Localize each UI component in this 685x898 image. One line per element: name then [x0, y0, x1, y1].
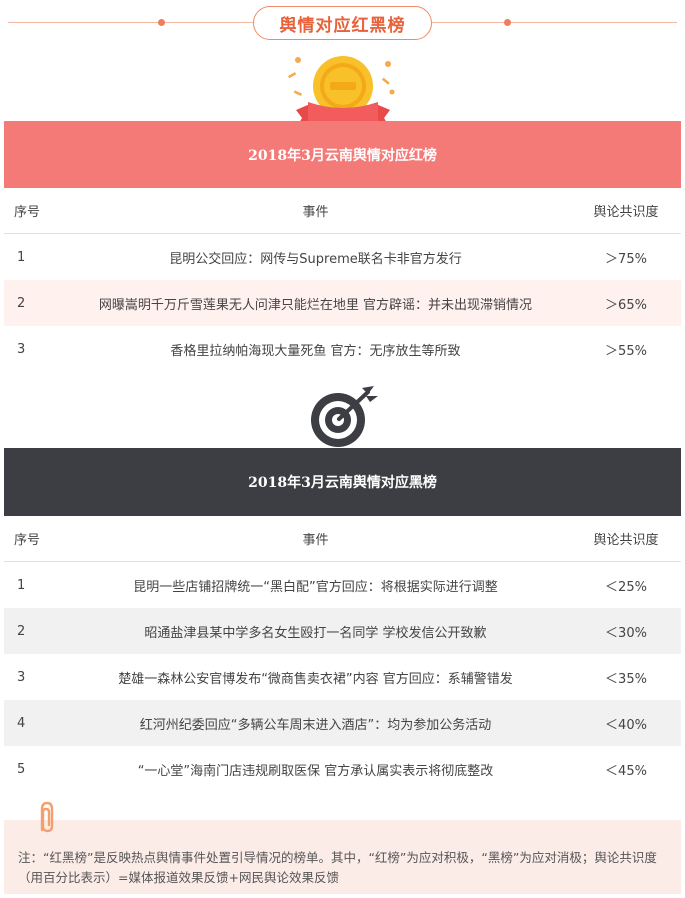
header-level: 舆论共识度 — [593, 533, 659, 548]
row-no: 3 — [17, 669, 26, 685]
row-level: ＞65% — [605, 297, 647, 313]
row-no: 2 — [17, 623, 26, 639]
page-title: 舆情对应红黑榜 — [253, 6, 432, 40]
row-level: ＜45% — [605, 763, 647, 779]
row-no: 2 — [17, 295, 26, 311]
table-row: 5 “一心堂”海南门店违规刷取医保 官方承认属实表示将彻底整改 ＜45% — [4, 746, 681, 792]
row-event: “一心堂”海南门店违规刷取医保 官方承认属实表示将彻底整改 — [137, 763, 494, 779]
table-row: 1 昆明一些店铺招牌统一“黑白配”官方回应：将根据实际进行调整 ＜25% — [4, 562, 681, 608]
medal-coin-ribbon-icon — [288, 56, 395, 128]
row-event: 昆明一些店铺招牌统一“黑白配”官方回应：将根据实际进行调整 — [133, 579, 498, 595]
header-dot-left — [158, 19, 165, 26]
header-dot-right — [504, 19, 511, 26]
row-level: ＞55% — [605, 343, 647, 359]
row-no: 1 — [17, 249, 26, 265]
row-no: 1 — [17, 577, 26, 593]
row-level: ＜40% — [605, 717, 647, 733]
table-header-row: 序号 事件 舆论共识度 — [4, 516, 681, 562]
row-level: ＜35% — [605, 671, 647, 687]
header-event: 事件 — [302, 533, 329, 548]
table-row: 2 网曝嵩明千万斤雪莲果无人问津只能烂在地里 官方辟谣：并未出现滞销情况 ＞65… — [4, 280, 681, 326]
row-event: 楚雄一森林公安官博发布“微商售卖衣裙”内容 官方回应：系辅警错发 — [118, 671, 513, 687]
red-list-table: 序号 事件 舆论共识度 1 昆明公交回应：网传与Supreme联名卡非官方发行 … — [4, 188, 681, 372]
row-no: 5 — [17, 761, 26, 777]
black-list-table: 序号 事件 舆论共识度 1 昆明一些店铺招牌统一“黑白配”官方回应：将根据实际进… — [4, 516, 681, 792]
header-no: 序号 — [14, 533, 41, 548]
table-row: 3 香格里拉纳帕海现大量死鱼 官方：无序放生等所致 ＞55% — [4, 326, 681, 372]
row-level: ＞75% — [605, 251, 647, 267]
row-no: 3 — [17, 341, 26, 357]
row-event: 昆明公交回应：网传与Supreme联名卡非官方发行 — [169, 251, 462, 267]
row-event: 昭通盐津县某中学多名女生殴打一名同学 学校发信公开致歉 — [144, 625, 487, 641]
row-event: 网曝嵩明千万斤雪莲果无人问津只能烂在地里 官方辟谣：并未出现滞销情况 — [98, 297, 533, 313]
row-event: 红河州纪委回应“多辆公车周末进入酒店”：均为参加公务活动 — [139, 717, 492, 733]
page-header: 舆情对应红黑榜 — [0, 0, 685, 48]
black-list-banner: 2018年3月云南舆情对应黑榜 — [4, 448, 681, 516]
note-box: 注：“红黑榜”是反映热点舆情事件处置引导情况的榜单。其中，“红榜”为应对积极，“… — [4, 820, 681, 894]
target-dart-icon — [311, 386, 378, 447]
row-level: ＜30% — [605, 625, 647, 641]
table-row: 1 昆明公交回应：网传与Supreme联名卡非官方发行 ＞75% — [4, 234, 681, 280]
header-divider-left — [8, 22, 253, 23]
note-text: 注：“红黑榜”是反映热点舆情事件处置引导情况的榜单。其中，“红榜”为应对积极，“… — [18, 850, 657, 885]
row-event: 香格里拉纳帕海现大量死鱼 官方：无序放生等所致 — [170, 343, 461, 359]
header-event: 事件 — [302, 205, 329, 220]
header-divider-right — [432, 22, 677, 23]
paperclip-icon — [40, 801, 54, 833]
header-no: 序号 — [14, 205, 41, 220]
table-header-row: 序号 事件 舆论共识度 — [4, 188, 681, 234]
row-level: ＜25% — [605, 579, 647, 595]
table-row: 2 昭通盐津县某中学多名女生殴打一名同学 学校发信公开致歉 ＜30% — [4, 608, 681, 654]
table-row: 3 楚雄一森林公安官博发布“微商售卖衣裙”内容 官方回应：系辅警错发 ＜35% — [4, 654, 681, 700]
header-level: 舆论共识度 — [593, 205, 659, 220]
table-row: 4 红河州纪委回应“多辆公车周末进入酒店”：均为参加公务活动 ＜40% — [4, 700, 681, 746]
red-list-banner: 2018年3月云南舆情对应红榜 — [4, 121, 681, 188]
row-no: 4 — [17, 715, 26, 731]
